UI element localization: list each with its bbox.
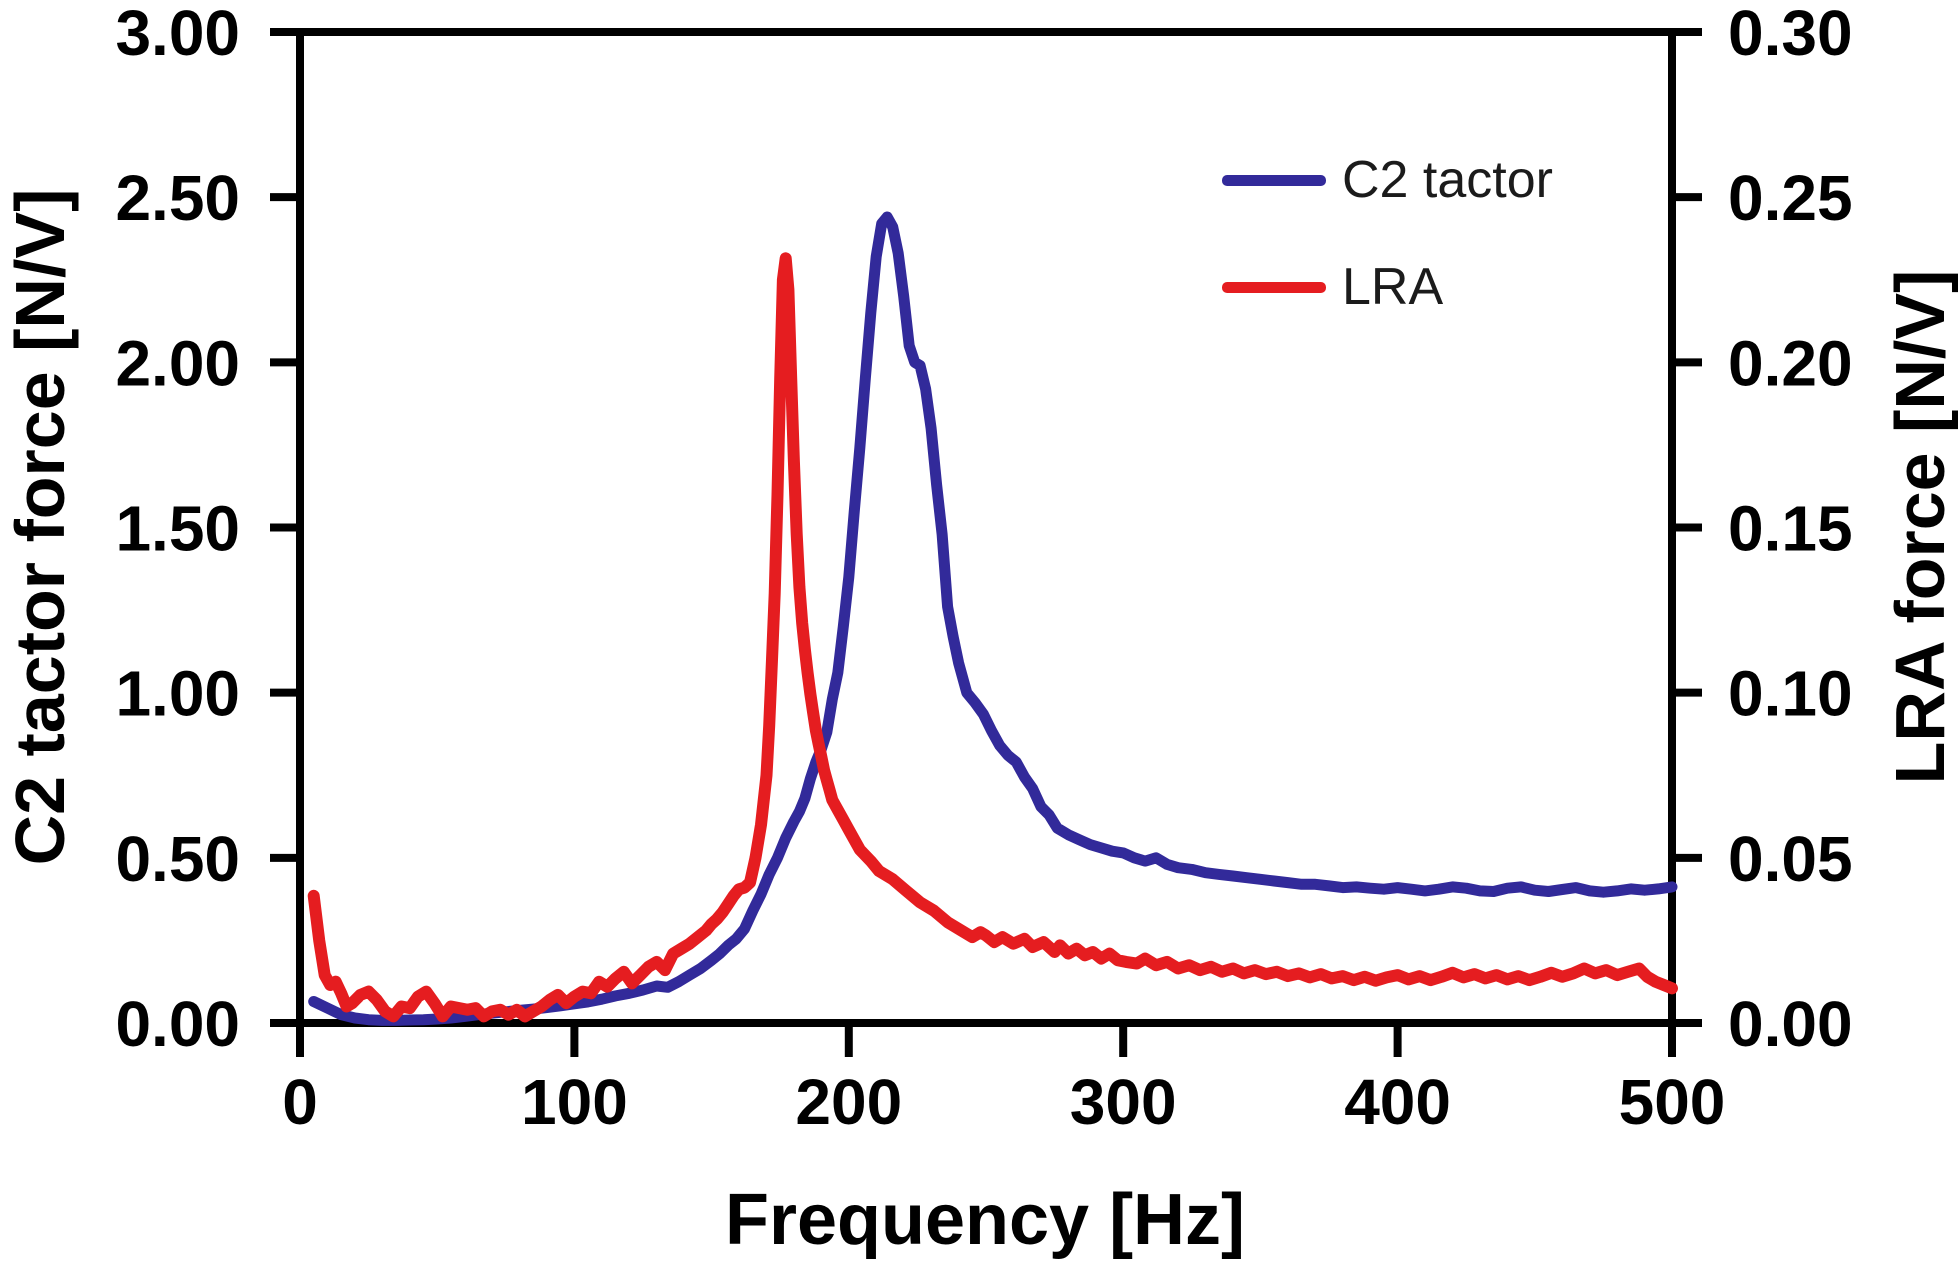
right-axis-title: LRA force [N/V] [1881, 269, 1958, 785]
y-right-tick-label: 0.30 [1728, 0, 1853, 69]
y-left-tick-label: 2.50 [115, 162, 240, 234]
y-left-tick-label: 0.50 [115, 823, 240, 895]
series-c2-tactor [308, 211, 1678, 1026]
y-left-tick-label: 3.00 [115, 0, 240, 69]
x-tick-label: 100 [521, 1066, 628, 1138]
series-lra [307, 252, 1678, 1023]
legend-line-lra [1222, 281, 1326, 293]
legend-item-c2-tactor: C2 tactor [1222, 151, 1553, 209]
y-right-tick-label: 0.20 [1728, 327, 1853, 399]
x-tick-label: 300 [1070, 1066, 1177, 1138]
x-tick-label: 0 [282, 1066, 318, 1138]
legend-item-lra: LRA [1222, 258, 1444, 316]
y-right-tick-label: 0.25 [1728, 162, 1853, 234]
y-right-tick-label: 0.05 [1728, 823, 1853, 895]
x-tick-label: 500 [1619, 1066, 1726, 1138]
legend-label-c2-tactor: C2 tactor [1342, 151, 1553, 209]
y-right-tick-label: 0.00 [1728, 988, 1853, 1060]
y-left-tick-label: 1.00 [115, 658, 240, 730]
x-axis-title: Frequency [Hz] [724, 1180, 1246, 1260]
y-right-tick-label: 0.10 [1728, 658, 1853, 730]
legend-label-lra: LRA [1342, 258, 1444, 316]
y-left-tick-label: 1.50 [115, 493, 240, 565]
left-axis-title: C2 tactor force [N/V] [1, 188, 79, 866]
x-tick-label: 200 [795, 1066, 902, 1138]
legend-line-c2-tactor [1222, 174, 1326, 186]
y-left-tick-label: 2.00 [115, 327, 240, 399]
y-left-tick-label: 0.00 [115, 988, 240, 1060]
y-right-tick-label: 0.15 [1728, 493, 1853, 565]
x-tick-label: 400 [1344, 1066, 1451, 1138]
